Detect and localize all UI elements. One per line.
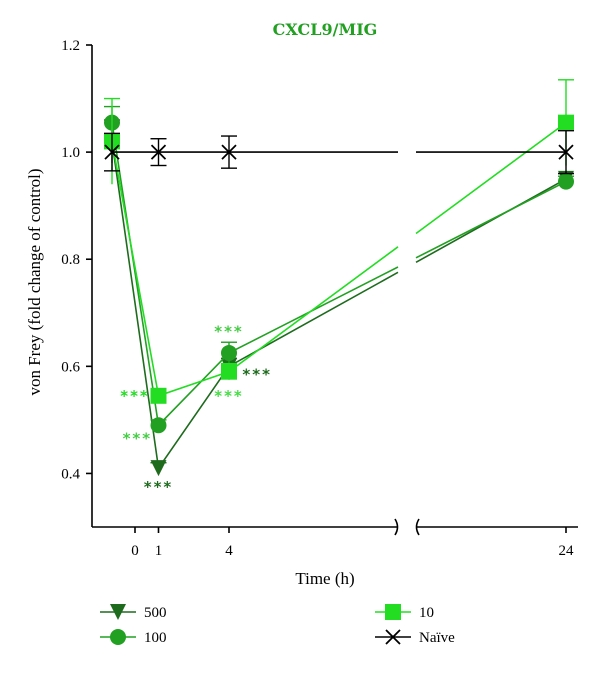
- axis-break-right: [415, 518, 420, 536]
- data-point: [558, 114, 574, 131]
- legend-item-3: Naïve: [375, 629, 455, 646]
- legend-label: 500: [144, 605, 167, 621]
- data-point: [221, 363, 237, 380]
- y-tick-label: 1.0: [61, 145, 80, 161]
- series-line: [415, 180, 567, 259]
- legend-marker: [385, 604, 401, 620]
- series-line: [111, 141, 399, 471]
- legend-item-0: 500: [100, 604, 167, 621]
- legend-item-1: 100: [100, 629, 167, 646]
- data-point: [221, 344, 237, 361]
- significance-mark: ***: [214, 323, 244, 341]
- axis-break-left: [394, 518, 399, 536]
- y-tick-label: 1.2: [61, 38, 80, 54]
- series-line: [111, 141, 399, 397]
- series-3: [104, 129, 574, 175]
- data-point: [150, 387, 167, 404]
- x-tick-label: 1: [155, 543, 163, 559]
- y-tick-label: 0.8: [61, 252, 80, 268]
- series-line: [415, 178, 567, 264]
- axes: 0.4 0.6 0.8 1.0 1.2 0 1 4 24: [61, 38, 578, 559]
- series-line: [415, 122, 567, 235]
- legend: 500 100 10 Naïve: [100, 604, 455, 646]
- data-point: [150, 144, 167, 160]
- significance-mark: ***: [144, 478, 174, 496]
- series-2: [104, 79, 574, 404]
- legend-marker: [110, 629, 126, 645]
- annotations: *** *** *** *** *** ***: [120, 323, 272, 496]
- y-tick-label: 0.4: [61, 466, 80, 482]
- y-tick-label: 0.6: [61, 359, 80, 375]
- series-layer: [104, 79, 574, 477]
- data-point: [104, 144, 120, 160]
- data-point: [150, 417, 167, 434]
- x-tick-label: 24: [559, 543, 575, 559]
- series-1: [104, 105, 574, 434]
- x-tick-label: 0: [131, 543, 139, 559]
- legend-item-2: 10: [375, 604, 434, 621]
- legend-marker: [110, 604, 126, 620]
- data-point: [221, 144, 237, 160]
- chart-title: CXCL9/MIG: [273, 20, 378, 39]
- legend-label: 10: [419, 605, 434, 621]
- series-0: [104, 119, 574, 477]
- significance-mark: ***: [123, 430, 153, 448]
- significance-mark: ***: [214, 387, 244, 405]
- data-point: [558, 173, 574, 190]
- y-axis-label: von Frey (fold change of control): [25, 168, 44, 395]
- data-point: [150, 460, 167, 477]
- legend-label: Naïve: [419, 630, 455, 646]
- significance-mark: ***: [120, 387, 150, 405]
- x-tick-label: 4: [225, 543, 233, 559]
- x-axis-label: Time (h): [295, 569, 354, 588]
- legend-label: 100: [144, 630, 167, 646]
- significance-mark: ***: [242, 365, 272, 383]
- legend-marker: [385, 629, 401, 645]
- data-point: [558, 144, 574, 160]
